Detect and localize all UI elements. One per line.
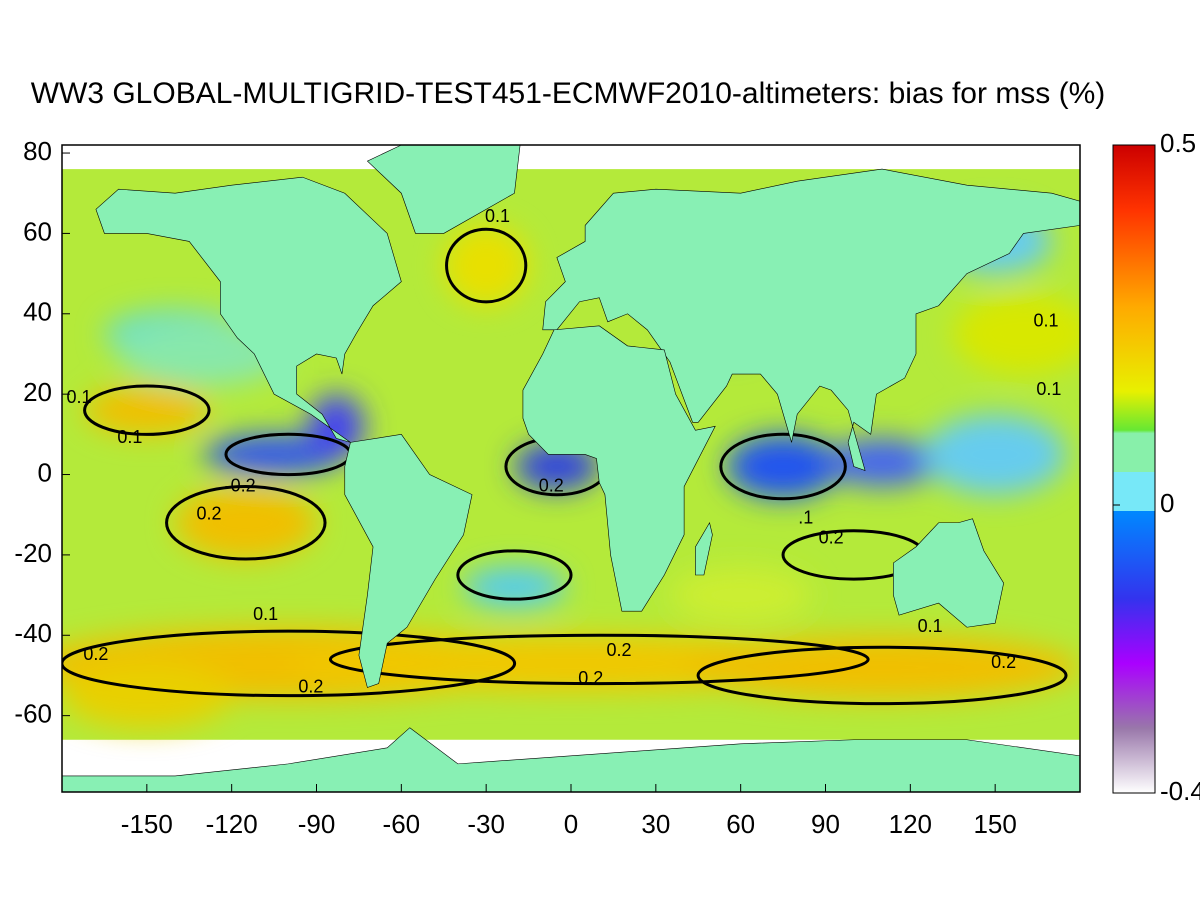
- x-tick-label: 120: [889, 809, 932, 839]
- contour-label: .1: [798, 507, 813, 527]
- contour-line: [62, 629, 517, 698]
- field-blob: [175, 486, 317, 560]
- x-tick-label: -90: [298, 809, 336, 839]
- x-tick-label: 90: [811, 809, 840, 839]
- contour-label: 0.2: [83, 644, 108, 664]
- landmass: [61, 727, 1081, 793]
- contour-line: [165, 484, 327, 561]
- title: WW3 GLOBAL-MULTIGRID-TEST451-ECMWF2010-a…: [31, 77, 1106, 110]
- contour-line: [719, 432, 847, 501]
- field-blob: [726, 434, 840, 499]
- y-tick-label: 80: [23, 136, 52, 166]
- colorbar-tick-label: -0.4: [1160, 776, 1200, 806]
- landmass: [695, 521, 713, 576]
- y-tick-label: -40: [14, 618, 52, 648]
- contour-label: 0.2: [298, 676, 323, 696]
- contour-line: [696, 645, 1068, 706]
- contour-label: 0.2: [991, 652, 1016, 672]
- contour-line: [445, 227, 528, 304]
- colorbar: [1112, 144, 1156, 794]
- contour-label: 0.1: [485, 206, 510, 226]
- x-tick-label: 60: [726, 809, 755, 839]
- landmass: [542, 168, 1081, 471]
- colorbar-tick-label: 0: [1160, 488, 1174, 518]
- contour-label: 0.1: [1036, 379, 1061, 399]
- field-blob: [952, 293, 1080, 375]
- y-tick-label: -20: [14, 538, 52, 568]
- field-blob: [84, 386, 210, 435]
- contour-label: 0.2: [197, 503, 222, 523]
- x-tick-label: 30: [641, 809, 670, 839]
- y-tick-label: 40: [23, 297, 52, 327]
- landmass: [522, 325, 716, 612]
- landmass: [893, 518, 1004, 628]
- field-blob: [443, 225, 529, 306]
- landmass: [95, 176, 402, 443]
- x-tick-label: -120: [206, 809, 258, 839]
- field-blob: [463, 566, 566, 608]
- y-tick-label: 0: [38, 457, 52, 487]
- contour-label: -0.2: [225, 475, 256, 495]
- contour-label: 0.1: [918, 616, 943, 636]
- contour-label: 0.2: [819, 528, 844, 548]
- field-blob: [924, 414, 1066, 495]
- y-tick-label: 20: [23, 377, 52, 407]
- x-tick-label: -30: [467, 809, 505, 839]
- contour-label: 0.2: [607, 640, 632, 660]
- field-blob: [62, 663, 232, 728]
- contour-label: 0.1: [66, 387, 91, 407]
- contour-line: [456, 549, 573, 601]
- field-blob: [669, 566, 812, 624]
- land: [61, 144, 1081, 793]
- landmass: [344, 434, 473, 688]
- contour-label: 0.2: [539, 475, 564, 495]
- y-tick-label: 60: [23, 216, 52, 246]
- contour-label: 0.2: [578, 668, 603, 688]
- colorbar-tick-label: 0.5: [1160, 128, 1196, 158]
- contour-label: 0.1: [117, 427, 142, 447]
- x-tick-label: -60: [383, 809, 421, 839]
- x-tick-label: 0: [564, 809, 578, 839]
- contour-line: [328, 633, 870, 686]
- contours: [62, 227, 1068, 706]
- x-tick-label: -150: [121, 809, 173, 839]
- field-blob: [825, 438, 939, 487]
- contour-label: 0.1: [1034, 311, 1059, 331]
- field-blob: [684, 635, 1080, 700]
- x-tick-label: 150: [973, 809, 1016, 839]
- y-tick-label: -60: [14, 699, 52, 729]
- field-blob: [203, 434, 345, 475]
- contour-label: 0.1: [253, 604, 278, 624]
- contour-line: [83, 384, 211, 436]
